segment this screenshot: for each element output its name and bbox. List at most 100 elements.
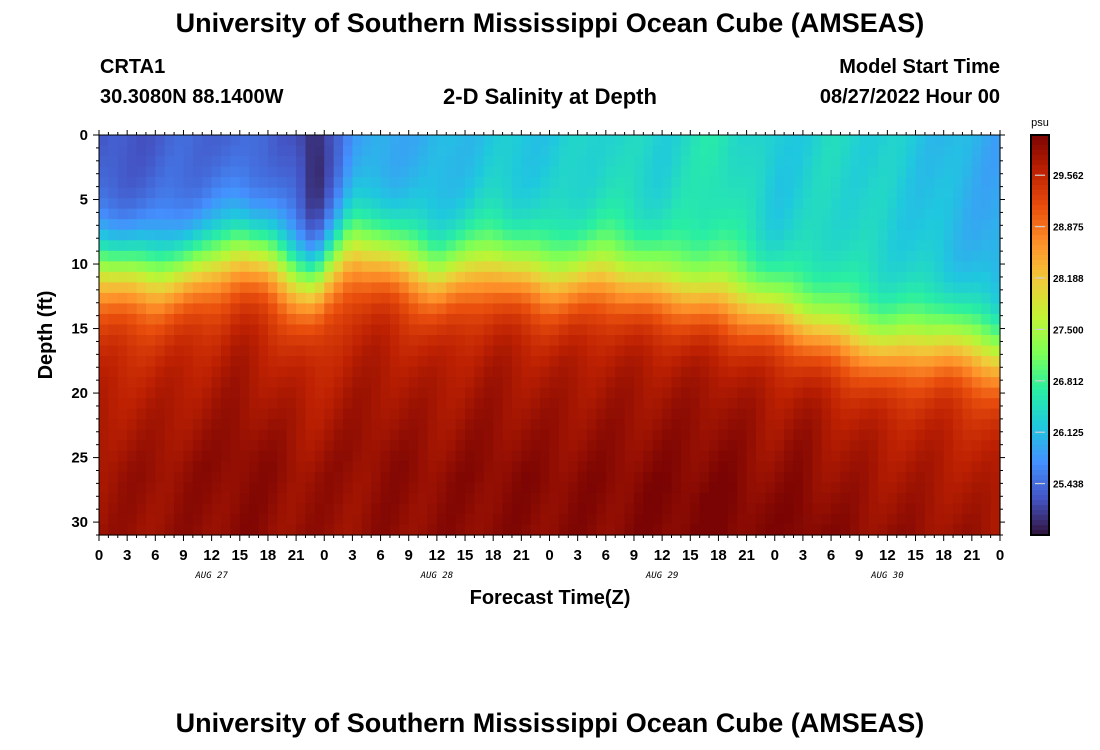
colorbar-segment (1031, 260, 1049, 266)
heatmap-cell (587, 471, 598, 483)
heatmap-cell (774, 219, 785, 231)
heatmap-cell (577, 135, 588, 147)
colorbar-segment (1031, 345, 1049, 351)
heatmap-cell (877, 440, 888, 452)
heatmap-cell (981, 324, 992, 336)
heatmap-cell (521, 356, 532, 368)
heatmap-cell (652, 471, 663, 483)
heatmap-cell (934, 524, 945, 536)
heatmap-cell (277, 524, 288, 536)
heatmap-cell (267, 324, 278, 336)
heatmap-cell (662, 429, 673, 441)
heatmap-cell (680, 345, 691, 357)
heatmap-cell (511, 429, 522, 441)
heatmap-cell (699, 313, 710, 326)
heatmap-cell (380, 377, 391, 389)
heatmap-cell (971, 492, 982, 505)
heatmap-cell (605, 492, 616, 505)
heatmap-cell (737, 324, 748, 336)
heatmap-cell (427, 408, 438, 420)
heatmap-cell (361, 156, 372, 168)
heatmap-cell (324, 513, 335, 526)
heatmap-cell (821, 524, 832, 536)
heatmap-cell (680, 250, 691, 262)
heatmap-cell (521, 250, 532, 262)
heatmap-cell (709, 240, 720, 252)
heatmap-cell (343, 461, 354, 473)
heatmap-cell (587, 366, 598, 378)
heatmap-cell (446, 303, 457, 315)
heatmap-cell (446, 198, 457, 210)
heatmap-cell (211, 335, 222, 347)
heatmap-cell (990, 524, 1001, 536)
heatmap-cell (981, 282, 992, 294)
heatmap-cell (812, 503, 823, 515)
heatmap-cell (981, 482, 992, 494)
heatmap-cell (924, 398, 935, 410)
heatmap-cell (906, 166, 917, 178)
colorbar-segment (1031, 445, 1049, 451)
heatmap-cell (446, 145, 457, 157)
heatmap-cell (361, 492, 372, 505)
heatmap-cell (117, 503, 128, 515)
heatmap-cell (380, 387, 391, 399)
heatmap-cell (108, 335, 119, 347)
heatmap-cell (906, 324, 917, 336)
heatmap-cell (765, 335, 776, 347)
heatmap-cell (840, 471, 851, 483)
heatmap-cell (305, 450, 316, 462)
heatmap-cell (249, 377, 260, 389)
heatmap-cell (624, 250, 635, 262)
heatmap-cell (868, 503, 879, 515)
heatmap-cell (924, 513, 935, 526)
heatmap-cell (943, 187, 954, 199)
heatmap-cell (680, 335, 691, 347)
heatmap-cell (183, 429, 194, 441)
heatmap-cell (877, 177, 888, 189)
heatmap-cell (558, 440, 569, 452)
heatmap-cell (718, 187, 729, 199)
heatmap-cell (802, 398, 813, 410)
heatmap-cell (455, 366, 466, 378)
heatmap-cell (605, 303, 616, 315)
heatmap-cell (352, 229, 363, 241)
heatmap-cell (652, 261, 663, 273)
heatmap-cell (924, 492, 935, 505)
heatmap-cell (690, 145, 701, 157)
x-tick-label: 9 (179, 547, 187, 564)
heatmap-cell (333, 408, 344, 420)
heatmap-cell (333, 229, 344, 241)
heatmap-cell (784, 429, 795, 441)
heatmap-cell (802, 219, 813, 231)
heatmap-cell (755, 187, 766, 199)
heatmap-cell (859, 482, 870, 494)
heatmap-cell (474, 335, 485, 347)
heatmap-cell (934, 135, 945, 147)
heatmap-cell (314, 240, 325, 252)
heatmap-cell (953, 335, 964, 347)
heatmap-cell (662, 208, 673, 220)
heatmap-cell (981, 377, 992, 389)
heatmap-cell (136, 250, 147, 262)
heatmap-cell (812, 229, 823, 241)
heatmap-cell (596, 387, 607, 399)
heatmap-cell (981, 240, 992, 252)
heatmap-cell (671, 240, 682, 252)
heatmap-cell (127, 387, 138, 399)
heatmap-cell (333, 356, 344, 368)
heatmap-cell (343, 419, 354, 431)
heatmap-cell (868, 177, 879, 189)
heatmap-cell (924, 408, 935, 420)
heatmap-cell (530, 356, 541, 368)
heatmap-cell (680, 366, 691, 378)
heatmap-cell (436, 292, 447, 305)
heatmap-cell (108, 377, 119, 389)
heatmap-cell (840, 156, 851, 168)
heatmap-cell (192, 282, 203, 294)
heatmap-cell (812, 166, 823, 178)
heatmap-cell (953, 145, 964, 157)
heatmap-cell (699, 461, 710, 473)
heatmap-cell (277, 166, 288, 178)
heatmap-cell (680, 419, 691, 431)
heatmap-cell (981, 177, 992, 189)
